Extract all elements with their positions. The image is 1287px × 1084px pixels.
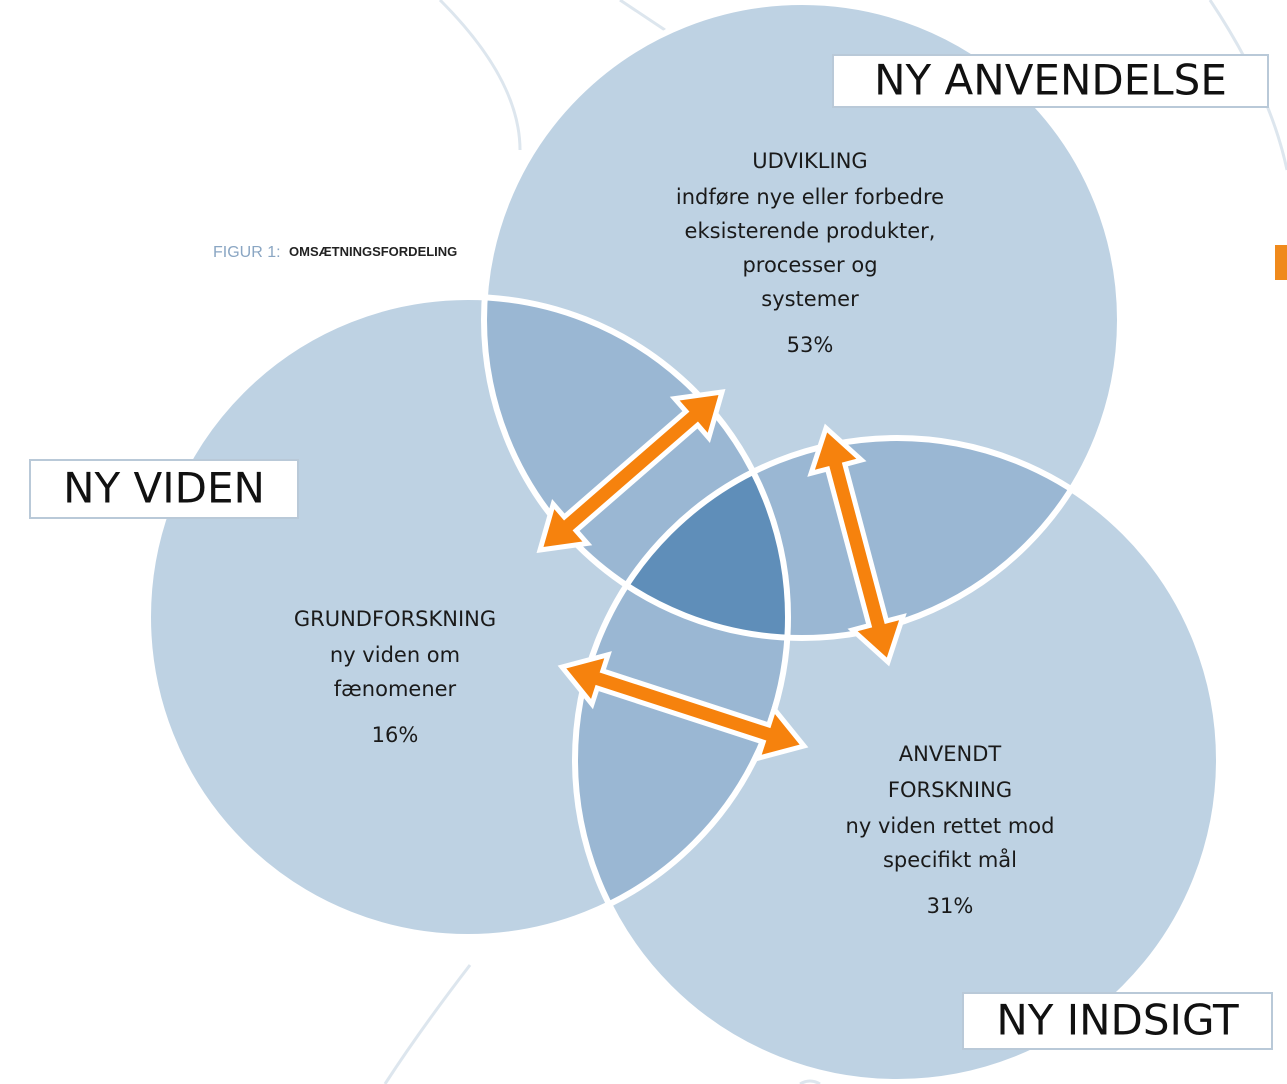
description: ny viden om (330, 643, 460, 667)
share: 31% (927, 894, 974, 918)
label-box (962, 992, 1273, 1050)
outline (481, 0, 1123, 641)
description: eksisterende produkter, (685, 219, 936, 243)
description: processer og (742, 253, 877, 277)
circle-label: NY VIDEN (63, 464, 265, 513)
arrows (536, 388, 907, 762)
description: fænomener (334, 677, 457, 701)
description: systemer (761, 287, 859, 311)
circle-label: NY INDSIGT (996, 996, 1239, 1045)
overlap (484, 297, 788, 638)
figure-title: OMSÆTNINGSFORDELING (289, 244, 457, 259)
description: specifikt mål (883, 847, 1017, 872)
heading: FORSKNING (888, 778, 1012, 802)
share: 16% (372, 723, 419, 747)
description: ny viden rettet mod (846, 814, 1055, 838)
label-box (29, 459, 299, 519)
double-arrow (536, 388, 726, 554)
heading: ANVENDT (899, 742, 1002, 766)
description: indføre nye eller forbedre (676, 185, 944, 209)
label-box (832, 54, 1269, 108)
venn (145, 0, 1222, 1084)
triple-overlap (575, 438, 788, 638)
figure-prefix: FIGUR 1: (213, 244, 281, 261)
figure-caption: FIGUR 1: OMSÆTNINGSFORDELING (213, 244, 457, 261)
outline (572, 435, 1222, 1084)
heading: GRUNDFORSKNING (294, 607, 496, 631)
texts: NY ANVENDELSE UDVIKLING indføre nye eller … (29, 54, 1273, 1050)
outline (145, 294, 791, 940)
share: 53% (787, 333, 834, 357)
double-arrow (807, 423, 907, 667)
accent-bar (1275, 245, 1287, 280)
double-arrow (557, 651, 809, 762)
heading: UDVIKLING (752, 149, 867, 173)
circle-label: NY ANVENDELSE (874, 56, 1227, 105)
